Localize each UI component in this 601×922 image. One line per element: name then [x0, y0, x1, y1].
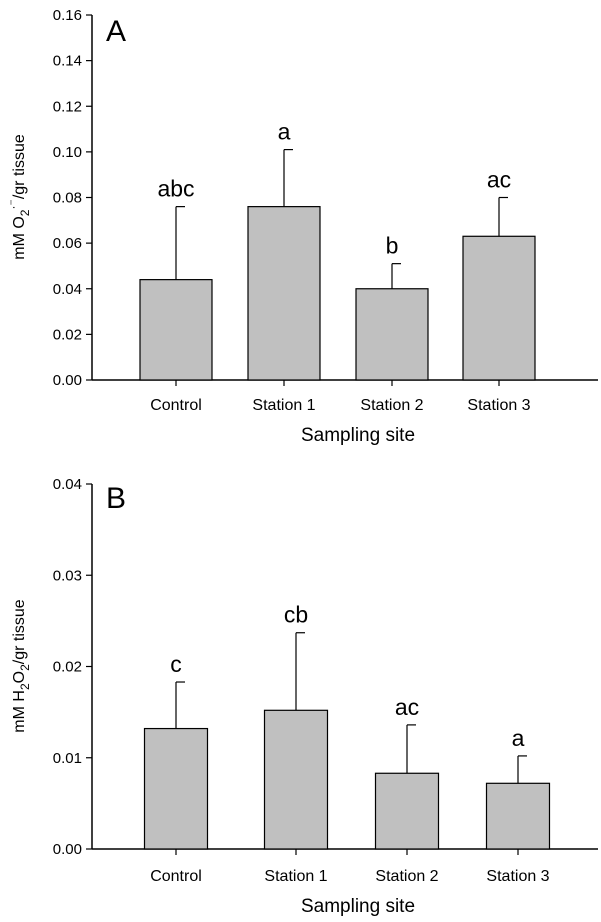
significance-label: b [386, 233, 399, 259]
y-axis-title: mM O2·⁻/gr tissue [6, 134, 32, 260]
significance-label: ac [487, 167, 511, 193]
significance-label: ac [395, 694, 419, 720]
y-tick-label: 0.06 [53, 235, 82, 252]
x-axis-title: Sampling site [301, 425, 415, 446]
significance-label: c [170, 651, 182, 677]
y-tick-label: 0.14 [53, 53, 82, 70]
x-tick-label: Control [150, 397, 202, 414]
y-tick-label: 0.08 [53, 190, 82, 207]
y-tick-label: 0.04 [53, 281, 82, 298]
x-tick-label: Station 1 [252, 397, 315, 414]
panel-b: B mM H2O2/gr tissue Sampling site 0.00 0.… [11, 476, 598, 917]
bar [139, 279, 213, 381]
y-tick-label: 0.01 [53, 750, 82, 767]
bar [247, 206, 321, 381]
y-tick-label: 0.04 [53, 476, 82, 493]
y-tick-label: 0.02 [53, 326, 82, 343]
panel-a: A mM O2·⁻/gr tissue Sampling site 0.00 0.… [6, 7, 598, 446]
y-tick-label: 0.02 [53, 659, 82, 676]
x-tick-label: Station 2 [360, 397, 423, 414]
x-tick-label: Station 1 [264, 868, 327, 885]
y-tick-label: 0.16 [53, 7, 82, 24]
x-tick-label: Station 3 [486, 868, 549, 885]
x-tick-label: Station 2 [375, 868, 438, 885]
significance-label: abc [157, 176, 194, 202]
y-tick-label: 0.10 [53, 144, 82, 161]
y-tick-label: 0.12 [53, 98, 82, 115]
bar [462, 235, 536, 381]
y-tick-label: 0.03 [53, 567, 82, 584]
significance-label: a [278, 119, 291, 145]
bar [143, 727, 209, 850]
bar [263, 709, 329, 850]
y-tick-label: 0.00 [53, 372, 82, 389]
y-tick-label: 0.00 [53, 841, 82, 858]
y-axis-title: mM H2O2/gr tissue [11, 599, 32, 733]
significance-label: cb [284, 602, 308, 628]
significance-label: a [512, 725, 525, 751]
bar [374, 772, 440, 850]
x-tick-label: Station 3 [467, 397, 530, 414]
x-tick-label: Control [150, 868, 202, 885]
x-axis-title: Sampling site [301, 896, 415, 917]
panel-label: A [106, 15, 126, 48]
bar [485, 782, 551, 850]
bar [355, 288, 429, 381]
panel-label: B [106, 482, 126, 515]
